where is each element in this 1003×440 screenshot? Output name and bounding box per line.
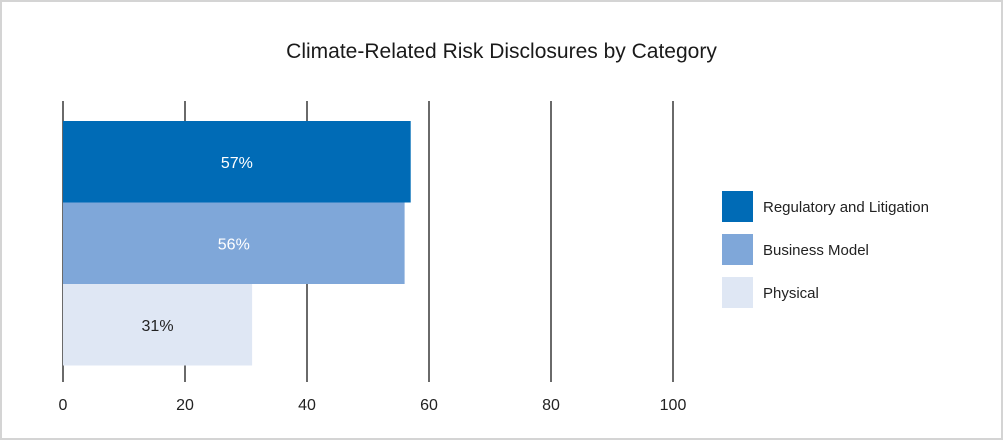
data-labels: 57% 56% 31%	[142, 155, 253, 335]
legend-swatch-business-model	[722, 234, 753, 265]
x-tick-label-40: 40	[298, 397, 316, 414]
bar-business-model	[63, 202, 405, 284]
x-tick-label-100: 100	[660, 397, 687, 414]
legend-label-business-model: Business Model	[763, 242, 869, 259]
bar-regulatory	[63, 121, 411, 203]
legend-label-physical: Physical	[763, 285, 819, 302]
chart-title: Climate-Related Risk Disclosures by Cate…	[286, 40, 717, 63]
legend-item-physical: Physical	[722, 277, 992, 310]
x-tick-label-0: 0	[59, 397, 68, 414]
data-label-regulatory: 57%	[221, 155, 253, 172]
data-label-business-model: 56%	[218, 236, 250, 253]
x-tick-label-60: 60	[420, 397, 438, 414]
bar-physical	[63, 284, 253, 366]
legend-item-business-model: Business Model	[722, 234, 992, 267]
data-label-physical: 31%	[142, 318, 174, 335]
legend-swatch-physical	[722, 277, 753, 308]
x-tick-label-80: 80	[542, 397, 560, 414]
legend-label-regulatory: Regulatory and Litigation	[763, 199, 929, 216]
bars	[63, 121, 411, 366]
x-tick-label-20: 20	[176, 397, 194, 414]
x-axis-ticks: 0 20 40 60 80 100	[59, 397, 687, 414]
legend-item-regulatory: Regulatory and Litigation	[722, 191, 992, 224]
legend-swatch-regulatory	[722, 191, 753, 222]
